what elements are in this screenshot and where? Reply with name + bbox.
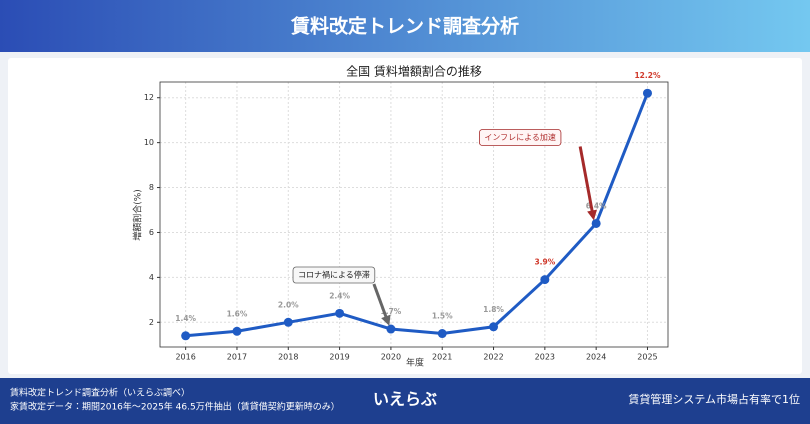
plot-frame bbox=[159, 81, 669, 348]
annotation-arrowhead bbox=[587, 209, 597, 221]
y-axis-title: 増額割合(%) bbox=[132, 189, 144, 241]
footer-note: 家賃改定データ：期間2016年～2025年 46.5万件抽出（賃貸借契約更新時の… bbox=[10, 401, 340, 413]
y-tick-label: 6 bbox=[149, 228, 154, 237]
header-band bbox=[0, 0, 810, 52]
x-tick-label: 2016 bbox=[175, 353, 195, 362]
data-point bbox=[437, 329, 447, 339]
data-label: 6.4% bbox=[586, 201, 607, 210]
data-point bbox=[283, 317, 293, 327]
data-point bbox=[335, 308, 345, 318]
x-tick-label: 2017 bbox=[227, 353, 247, 362]
footer-source: 賃料改定トレンド調査分析（いえらぶ調べ） bbox=[10, 387, 190, 399]
data-point bbox=[591, 218, 601, 228]
x-axis-title: 年度 bbox=[406, 357, 424, 369]
annotation-box bbox=[292, 266, 376, 284]
x-tick-label: 2025 bbox=[637, 353, 657, 362]
y-tick-label: 4 bbox=[149, 273, 154, 282]
data-label: 3.9% bbox=[534, 258, 555, 267]
footer-tagline: 賃貸管理システム市場占有率で1位 bbox=[628, 392, 800, 406]
data-point bbox=[386, 324, 396, 334]
chart-title: 全国 賃料増額割合の推移 bbox=[346, 64, 482, 79]
x-tick-label: 2021 bbox=[432, 353, 452, 362]
data-point bbox=[642, 88, 652, 98]
x-tick-label: 2018 bbox=[278, 353, 298, 362]
y-tick-label: 2 bbox=[149, 318, 154, 327]
plot: 2 4 6 8 10 12 2016 2017 2018 2019 2020 2021 2022 2023… bbox=[144, 71, 669, 362]
x-tick-label: 2020 bbox=[381, 353, 401, 362]
data-label: 1.6% bbox=[227, 309, 248, 318]
annotation-arrow bbox=[372, 283, 390, 323]
data-label: 1.7% bbox=[381, 307, 402, 316]
data-label: 2.0% bbox=[278, 300, 299, 309]
chart-panel bbox=[8, 58, 802, 374]
annotation-arrowhead bbox=[381, 314, 391, 326]
annotation-arrow bbox=[578, 146, 595, 217]
y-tick-label: 8 bbox=[149, 183, 154, 192]
data-label: 2.4% bbox=[329, 291, 350, 300]
footer-band bbox=[0, 378, 810, 424]
data-label: 12.2% bbox=[634, 71, 661, 80]
annotation-text: コロナ禍による停滞 bbox=[298, 270, 370, 280]
series-line bbox=[185, 92, 649, 338]
data-point bbox=[232, 326, 242, 336]
header-title: 賃料改定トレンド調査分析 bbox=[290, 15, 519, 38]
data-label: 1.4% bbox=[175, 314, 196, 323]
data-point bbox=[181, 331, 191, 341]
y-tick-label: 10 bbox=[144, 138, 154, 147]
annotation-text: インフレによる加速 bbox=[484, 132, 556, 142]
data-label: 1.8% bbox=[483, 305, 504, 314]
x-tick-label: 2019 bbox=[329, 353, 349, 362]
footer-logo: いえらぶ bbox=[373, 390, 437, 409]
data-point bbox=[540, 275, 550, 285]
x-tick-label: 2024 bbox=[586, 353, 606, 362]
y-tick-label: 12 bbox=[144, 93, 154, 102]
data-point bbox=[489, 322, 499, 332]
x-tick-label: 2023 bbox=[535, 353, 555, 362]
annotation-box bbox=[478, 129, 562, 146]
data-label: 1.5% bbox=[432, 312, 453, 321]
x-tick-label: 2022 bbox=[483, 353, 503, 362]
